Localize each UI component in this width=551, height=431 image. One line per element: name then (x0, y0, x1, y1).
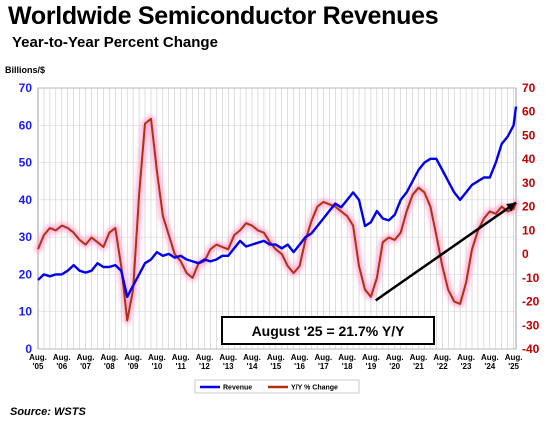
legend-label-yoy: Y/Y % Change (291, 385, 338, 392)
plot-area (37, 87, 517, 350)
right-tick-label: -30 (522, 318, 540, 332)
x-tick-label-year: '07 (80, 362, 91, 371)
x-tick-label: Aug. (386, 353, 404, 362)
legend-label-revenue: Revenue (223, 385, 252, 392)
x-axis: Aug.'05Aug.'06Aug.'07Aug.'08Aug.'09Aug.'… (29, 353, 522, 371)
left-tick-label: 50 (19, 156, 33, 170)
right-axis: -40 -30 -20 -10 0 10 20 30 40 50 60 70 (522, 81, 540, 356)
x-tick-label-year: '15 (270, 362, 281, 371)
left-axis-unit: Billions/$ (5, 65, 45, 75)
x-tick-label: Aug. (148, 353, 166, 362)
left-tick-label: 0 (25, 342, 32, 356)
left-tick-label: 10 (19, 305, 33, 319)
right-tick-label: -40 (522, 342, 540, 356)
x-tick-label-year: '22 (437, 362, 448, 371)
callout-text: August '25 = 21.7% Y/Y (252, 323, 406, 339)
right-tick-label: 50 (522, 128, 536, 142)
x-tick-label-year: '24 (484, 362, 495, 371)
x-tick-label: Aug. (172, 353, 190, 362)
left-tick-label: 30 (19, 230, 33, 244)
x-tick-label-year: '17 (318, 362, 329, 371)
x-tick-label: Aug. (243, 353, 261, 362)
x-tick-label-year: '25 (508, 362, 519, 371)
series-layer (34, 106, 520, 324)
right-tick-label: 20 (522, 200, 536, 214)
x-tick-label-year: '05 (33, 362, 44, 371)
left-tick-label: 40 (19, 193, 33, 207)
x-tick-label: Aug. (314, 353, 332, 362)
right-tick-label: 0 (522, 247, 529, 261)
right-tick-label: 70 (522, 81, 536, 95)
x-tick-label-year: '11 (176, 362, 187, 371)
yoy-series-line (37, 117, 517, 322)
x-tick-label-year: '13 (223, 362, 234, 371)
callout: August '25 = 21.7% Y/Y (221, 316, 435, 345)
x-tick-label: Aug. (481, 353, 499, 362)
x-tick-label: Aug. (338, 353, 356, 362)
left-tick-label: 20 (19, 267, 33, 281)
x-tick-label-year: '10 (151, 362, 162, 371)
x-tick-label-year: '12 (199, 362, 210, 371)
x-tick-label: Aug. (291, 353, 309, 362)
right-tick-label: 10 (522, 223, 536, 237)
x-tick-label: Aug. (505, 353, 523, 362)
x-tick-label: Aug. (410, 353, 428, 362)
x-tick-label: Aug. (124, 353, 142, 362)
x-tick-label: Aug. (362, 353, 380, 362)
x-tick-label: Aug. (267, 353, 285, 362)
x-tick-label: Aug. (219, 353, 237, 362)
right-tick-label: -20 (522, 295, 540, 309)
right-tick-label: 30 (522, 176, 536, 190)
x-tick-label-year: '23 (461, 362, 472, 371)
legend: Revenue Y/Y % Change (194, 379, 360, 394)
x-tick-label-year: '21 (413, 362, 424, 371)
x-tick-label-year: '16 (294, 362, 305, 371)
x-tick-label: Aug. (100, 353, 118, 362)
x-tick-label-year: '08 (104, 362, 115, 371)
revenue-series-line (37, 106, 518, 298)
x-tick-label-year: '06 (56, 362, 67, 371)
trend-arrowhead (506, 202, 516, 212)
x-tick-label: Aug. (457, 353, 475, 362)
left-tick-label: 60 (19, 118, 33, 132)
x-tick-label-year: '18 (342, 362, 353, 371)
x-tick-label-year: '19 (366, 362, 377, 371)
x-tick-label: Aug. (29, 353, 47, 362)
x-tick-label-year: '09 (128, 362, 139, 371)
right-tick-label: -10 (522, 271, 540, 285)
callout-box (221, 316, 435, 345)
left-axis: 0 10 20 30 40 50 60 70 (19, 81, 33, 356)
right-tick-label: 40 (522, 152, 536, 166)
x-tick-label-year: '14 (247, 362, 258, 371)
x-tick-label-year: '20 (389, 362, 400, 371)
source-note: Source: WSTS (10, 406, 86, 418)
right-tick-label: 60 (522, 105, 536, 119)
x-tick-label: Aug. (196, 353, 214, 362)
trend-line (374, 201, 517, 302)
chart-title: Worldwide Semiconductor Revenues (8, 2, 439, 30)
x-tick-label: Aug. (53, 353, 71, 362)
x-tick-label: Aug. (77, 353, 95, 362)
left-tick-label: 70 (19, 81, 33, 95)
x-tick-label: Aug. (433, 353, 451, 362)
chart-subtitle: Year-to-Year Percent Change (12, 34, 218, 51)
